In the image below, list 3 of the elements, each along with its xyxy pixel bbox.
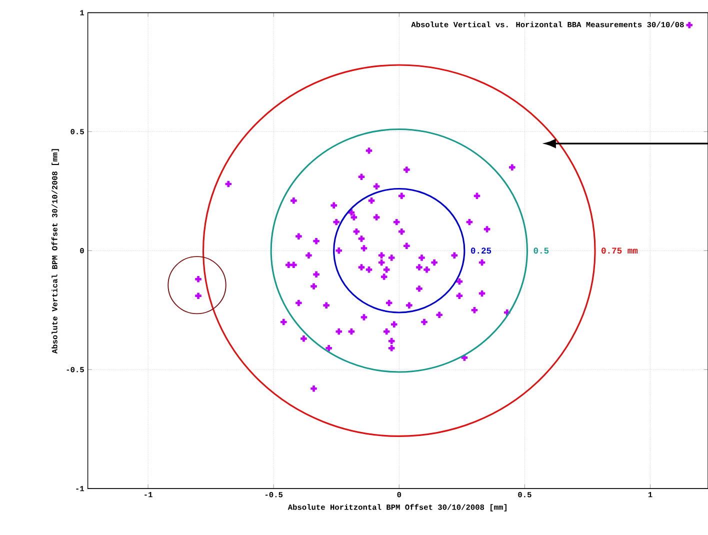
annotation: 0.25 bbox=[470, 247, 492, 254]
annotation: 0.75 mm bbox=[602, 247, 638, 254]
annotation: 0.5 bbox=[534, 247, 549, 254]
